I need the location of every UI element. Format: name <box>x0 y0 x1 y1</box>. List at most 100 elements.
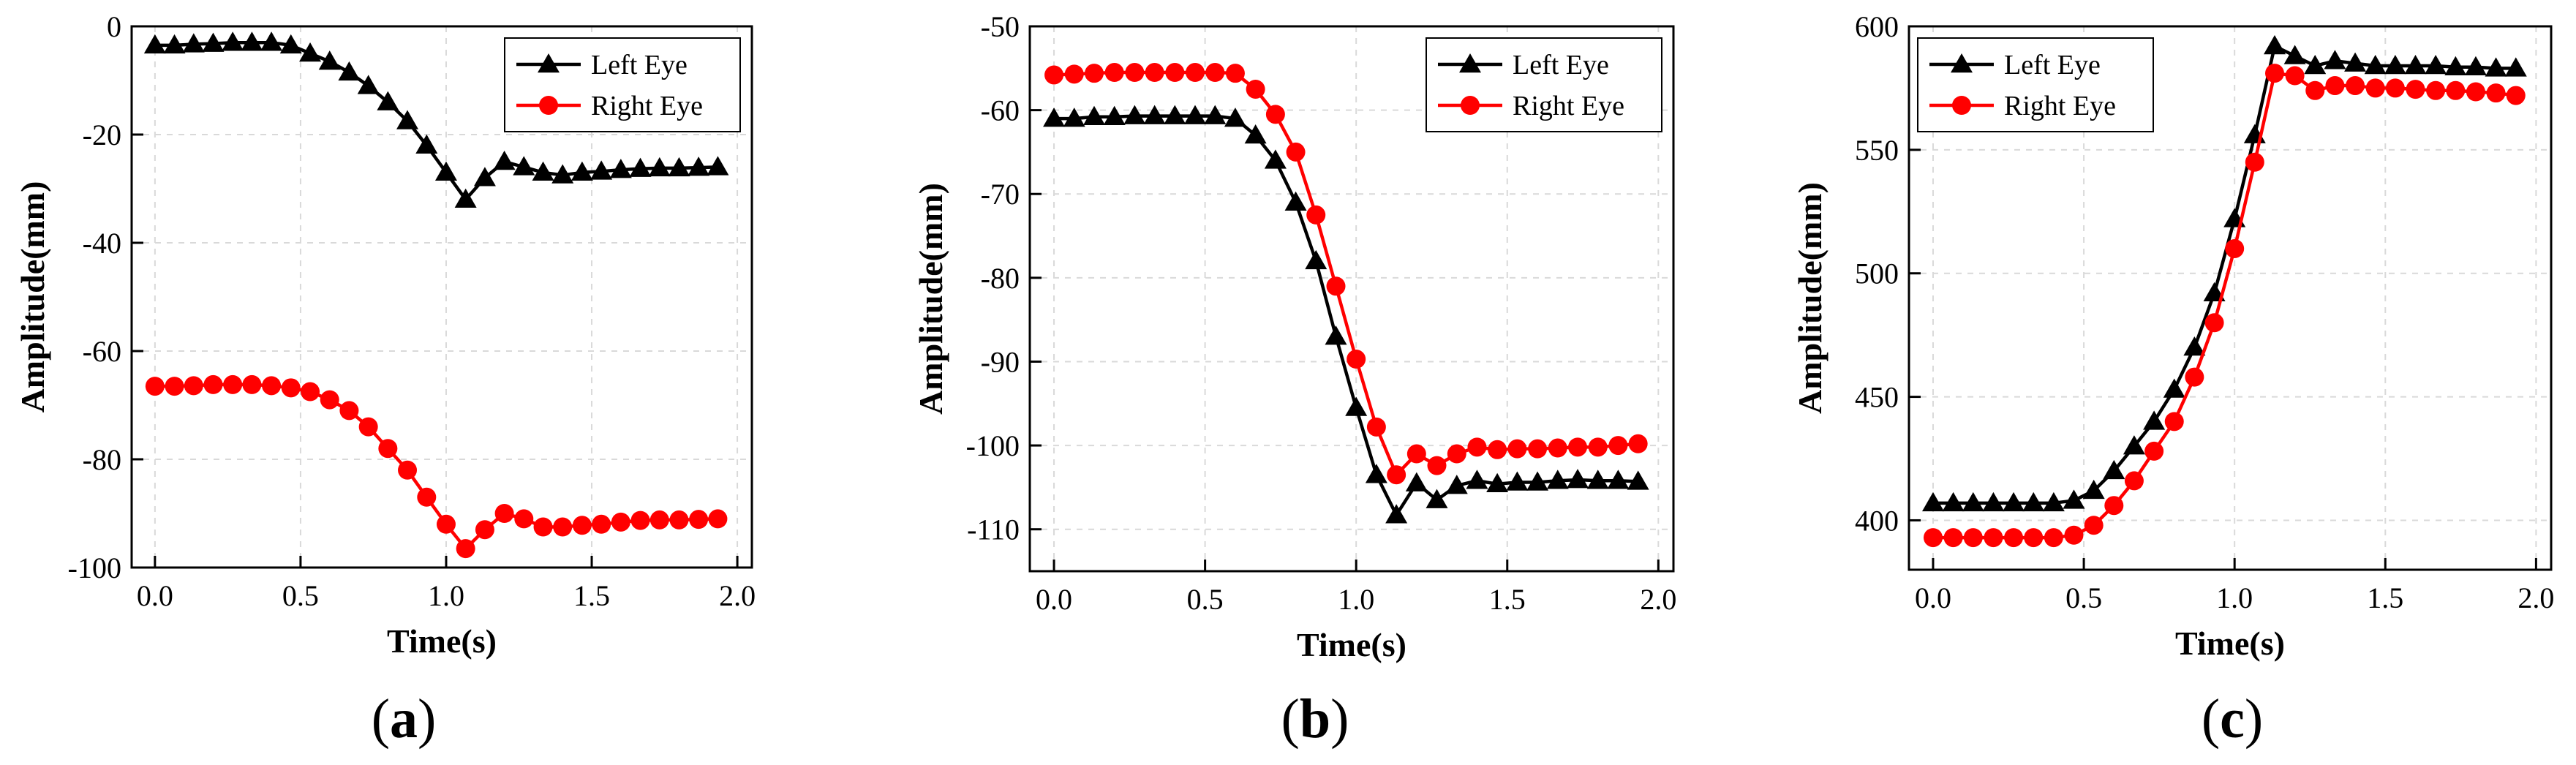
x-axis-title: Time(s) <box>1297 626 1406 663</box>
data-point-9 <box>1224 108 1246 127</box>
data-point-7 <box>2064 525 2084 545</box>
data-point-2 <box>184 376 203 396</box>
y-tick-label-4: 600 <box>1855 10 1899 43</box>
chart-panel-a: 0.0 0.5 1.0 1.5 2.0 -100 -80 -60 -40 -20 0 Time(s) A… <box>14 10 756 660</box>
data-point-13 <box>2185 367 2204 387</box>
data-point-2 <box>1083 105 1105 126</box>
legend-entry: Left Eye <box>1513 50 1609 80</box>
y-tick-label-1: 450 <box>1855 381 1899 414</box>
data-point-27 <box>2464 56 2487 75</box>
data-point-16 <box>456 539 475 559</box>
data-point-8 <box>2084 516 2104 535</box>
data-point-0 <box>1923 528 1943 548</box>
chart-panel-b: 0.0 0.5 1.0 1.5 2.0 -110 -100 -90 -80 -70 -60 -50 Ti… <box>912 10 1676 663</box>
data-point-14 <box>1326 276 1346 296</box>
data-point-26 <box>2444 56 2467 75</box>
data-point-13 <box>1305 249 1327 270</box>
data-point-10 <box>1244 124 1267 144</box>
data-point-2 <box>1962 491 1984 512</box>
data-point-29 <box>2506 86 2526 105</box>
data-point-26 <box>648 157 671 177</box>
data-point-23 <box>1506 471 1529 491</box>
data-point-10 <box>2123 435 2145 455</box>
data-point-13 <box>396 110 419 129</box>
y-tick-label-2: -90 <box>981 345 1020 378</box>
data-point-3 <box>203 374 223 394</box>
data-point-1 <box>1063 108 1085 127</box>
data-point-11 <box>2143 410 2166 430</box>
data-point-15 <box>2225 238 2245 258</box>
data-point-25 <box>2425 55 2447 75</box>
data-point-24 <box>611 512 630 532</box>
data-point-24 <box>1526 471 1549 491</box>
data-point-12 <box>1284 191 1307 211</box>
data-point-8 <box>1204 105 1227 124</box>
series-right-eye <box>145 374 728 559</box>
data-point-7 <box>281 378 301 398</box>
data-point-22 <box>2365 78 2385 98</box>
data-point-23 <box>590 160 613 180</box>
data-point-10 <box>338 61 361 81</box>
data-point-9 <box>2103 459 2125 480</box>
data-point-7 <box>1185 63 1205 83</box>
series-left-eye <box>1043 105 1649 524</box>
data-point-12 <box>2164 412 2184 432</box>
data-point-27 <box>668 157 690 177</box>
x-tick-label-1: 0.5 <box>1187 583 1224 616</box>
data-point-5 <box>241 31 263 51</box>
data-point-20 <box>1447 444 1466 464</box>
data-point-29 <box>2504 57 2527 77</box>
data-point-19 <box>2305 80 2325 100</box>
data-point-28 <box>688 157 710 176</box>
plot-frame <box>1028 25 1675 573</box>
data-point-18 <box>2283 45 2306 64</box>
legend-entry: Right Eye <box>591 91 703 121</box>
data-point-28 <box>689 510 709 530</box>
series-right-eye <box>1044 63 1648 485</box>
panel-label-b: (b) <box>1281 688 1349 750</box>
legend-marker <box>1951 53 1973 73</box>
data-point-0 <box>145 377 165 396</box>
data-point-26 <box>649 510 669 530</box>
data-point-24 <box>609 159 632 178</box>
data-point-11 <box>357 75 380 94</box>
data-point-14 <box>2204 313 2224 333</box>
data-point-18 <box>2285 66 2305 86</box>
data-point-20 <box>532 161 554 181</box>
data-point-22 <box>572 516 592 535</box>
data-point-13 <box>1306 205 1326 225</box>
legend-entry: Right Eye <box>1513 91 1624 121</box>
data-point-11 <box>358 417 378 437</box>
data-point-8 <box>1205 63 1225 83</box>
data-point-4 <box>1125 63 1145 83</box>
x-tick-label-0: 0.0 <box>1915 581 1951 614</box>
data-point-18 <box>494 504 514 523</box>
data-point-19 <box>1426 489 1448 508</box>
data-point-22 <box>570 161 593 181</box>
data-point-9 <box>1225 64 1245 83</box>
data-point-17 <box>475 520 494 540</box>
series-line <box>1054 114 1638 517</box>
x-tick-label-1: 0.5 <box>2065 581 2102 614</box>
data-point-19 <box>1427 456 1447 475</box>
data-point-15 <box>436 514 456 534</box>
data-point-29 <box>1628 434 1648 453</box>
legend-marker <box>1459 53 1481 73</box>
y-tick-label-2: -60 <box>83 335 121 368</box>
data-point-17 <box>2264 35 2286 55</box>
data-point-8 <box>299 42 322 62</box>
y-tick-label-3: 550 <box>1855 134 1899 167</box>
legend-box <box>1426 37 1662 132</box>
x-tick-label-3: 1.5 <box>573 579 610 612</box>
y-tick-label-2: 500 <box>1855 257 1899 290</box>
data-point-18 <box>1405 472 1428 491</box>
data-point-17 <box>2265 64 2285 83</box>
plot-frame <box>130 25 753 569</box>
x-tick-label-3: 1.5 <box>1489 583 1526 616</box>
y-tick-label-3: -80 <box>981 262 1020 295</box>
data-point-4 <box>2004 528 2024 548</box>
legend-box <box>504 37 741 132</box>
legend-marker <box>539 96 558 115</box>
data-point-14 <box>415 134 438 154</box>
